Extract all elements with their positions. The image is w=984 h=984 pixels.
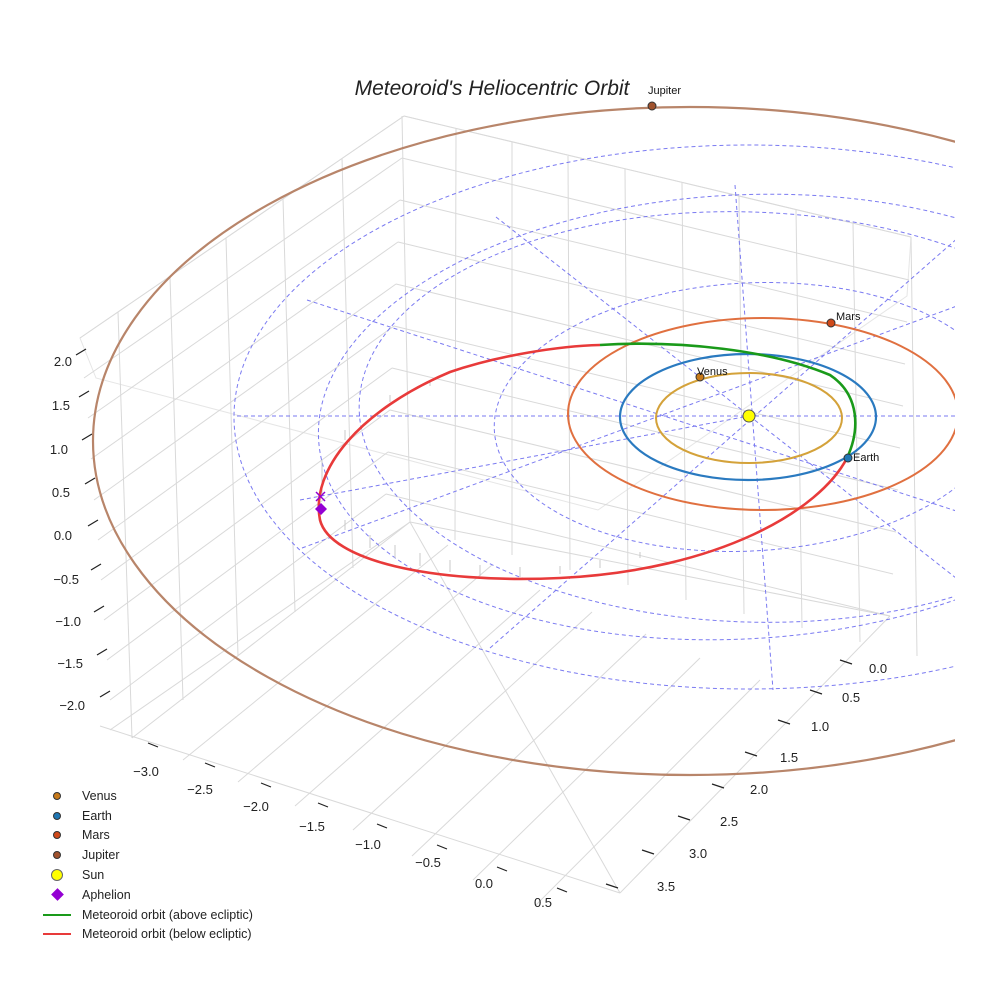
mars-label: Mars bbox=[836, 311, 861, 323]
x-axis-ticks bbox=[147, 742, 568, 893]
venus-orbit bbox=[655, 372, 843, 464]
y-axis-ticks bbox=[605, 659, 853, 889]
y-tick-label: 3.0 bbox=[689, 846, 707, 861]
legend-label: Mars bbox=[82, 828, 110, 843]
legend-item: Aphelion bbox=[42, 885, 253, 905]
x-tick-label: −3.0 bbox=[133, 764, 159, 779]
legend-key-dot bbox=[42, 811, 72, 820]
earth-orbit bbox=[618, 352, 878, 482]
legend-label: Meteoroid orbit (below ecliptic) bbox=[82, 927, 252, 942]
ecliptic-ring bbox=[358, 211, 955, 623]
z-tick-label: 1.5 bbox=[52, 398, 70, 413]
legend-key-dot bbox=[42, 831, 72, 840]
y-tick-label: 0.5 bbox=[842, 690, 860, 705]
legend-swatch bbox=[53, 851, 61, 860]
legend-key-line bbox=[42, 913, 72, 916]
z-tick-labels: 2.0 1.5 1.0 0.5 0.0 −0.5 −1.0 −1.5 −2.0 bbox=[50, 354, 85, 713]
y-tick-label: 2.5 bbox=[720, 814, 738, 829]
meteoroid-orbit-above bbox=[599, 342, 857, 459]
earth-label: Earth bbox=[853, 452, 879, 464]
y-tick-label: 2.0 bbox=[750, 782, 768, 797]
ecliptic-grid bbox=[233, 144, 955, 691]
z-tick-label: −1.0 bbox=[55, 614, 81, 629]
legend-item: Meteoroid orbit (below ecliptic) bbox=[42, 925, 253, 945]
mars-marker bbox=[826, 318, 836, 328]
z-tick-label: 2.0 bbox=[54, 354, 72, 369]
legend-label: Venus bbox=[82, 788, 117, 803]
legend-label: Jupiter bbox=[82, 848, 120, 863]
x-tick-label: −2.5 bbox=[187, 782, 213, 797]
venus-label: Venus bbox=[697, 366, 728, 378]
aphelion-cross-icon bbox=[315, 491, 326, 502]
legend-label: Sun bbox=[82, 868, 105, 883]
x-tick-label: −1.5 bbox=[299, 819, 325, 834]
legend-item: Earth bbox=[42, 806, 253, 826]
chart-title: Meteoroid's Heliocentric Orbit bbox=[355, 77, 631, 100]
venus-marker bbox=[695, 372, 705, 382]
back-pane bbox=[79, 115, 912, 511]
legend-label: Aphelion bbox=[82, 887, 131, 902]
y-tick-labels: 0.0 0.5 1.0 1.5 2.0 2.5 3.0 3.5 bbox=[657, 661, 887, 894]
legend-label: Meteoroid orbit (above ecliptic) bbox=[82, 907, 253, 922]
legend-item: Mars bbox=[42, 826, 253, 846]
z-tick-label: 0.0 bbox=[54, 528, 72, 543]
legend-item: Meteoroid orbit (above ecliptic) bbox=[42, 905, 253, 925]
grid-lines bbox=[79, 115, 918, 907]
z-tick-label: −1.5 bbox=[57, 656, 83, 671]
x-tick-label: 0.0 bbox=[475, 876, 493, 891]
legend-key-diamond bbox=[42, 888, 72, 902]
y-tick-label: 1.5 bbox=[780, 750, 798, 765]
x-tick-label: −2.0 bbox=[243, 799, 269, 814]
jupiter-orbit bbox=[92, 106, 955, 776]
legend-key-dot bbox=[42, 791, 72, 800]
orbit-drop-lines bbox=[321, 380, 641, 577]
ecliptic-spoke bbox=[495, 216, 955, 578]
z-tick-label: −2.0 bbox=[59, 698, 85, 713]
y-tick-label: 1.0 bbox=[811, 719, 829, 734]
earth-marker bbox=[843, 453, 853, 463]
legend-swatch bbox=[43, 913, 71, 916]
z-axis-ticks bbox=[75, 348, 111, 698]
legend-key-sun bbox=[42, 869, 72, 882]
legend-swatch bbox=[50, 888, 64, 902]
legend-label: Earth bbox=[82, 808, 112, 823]
sun-marker bbox=[742, 409, 756, 423]
x-tick-label: −1.0 bbox=[355, 837, 381, 852]
ecliptic-spoke bbox=[299, 415, 750, 501]
ecliptic-spoke bbox=[489, 239, 955, 649]
legend-swatch bbox=[53, 811, 61, 820]
y-tick-label: 3.5 bbox=[657, 879, 675, 894]
ecliptic-spoke bbox=[301, 306, 955, 549]
legend-item: Jupiter bbox=[42, 845, 253, 865]
z-tick-label: 1.0 bbox=[50, 442, 68, 457]
ecliptic-spoke bbox=[734, 184, 774, 691]
x-tick-label: −0.5 bbox=[415, 855, 441, 870]
z-tick-label: 0.5 bbox=[52, 485, 70, 500]
legend-item: Venus bbox=[42, 786, 253, 806]
jupiter-marker bbox=[647, 101, 657, 111]
jupiter-label: Jupiter bbox=[648, 85, 681, 97]
legend: Venus Earth Mars Jupiter Sun Aphelion Meteoroi… bbox=[42, 786, 253, 944]
legend-item: Sun bbox=[42, 865, 253, 885]
z-tick-label: −0.5 bbox=[53, 572, 79, 587]
x-tick-labels: −3.0 −2.5 −2.0 −1.5 −1.0 −0.5 0.0 0.5 bbox=[133, 764, 552, 910]
mars-orbit bbox=[567, 317, 955, 511]
legend-swatch bbox=[51, 869, 63, 882]
legend-key-line bbox=[42, 933, 72, 936]
legend-swatch bbox=[53, 831, 61, 840]
ecliptic-ring bbox=[233, 144, 955, 690]
y-tick-label: 0.0 bbox=[869, 661, 887, 676]
aphelion-marker bbox=[315, 503, 327, 515]
legend-key-dot bbox=[42, 851, 72, 860]
meteoroid-orbit-below bbox=[317, 343, 849, 581]
legend-swatch bbox=[53, 791, 61, 800]
x-tick-label: 0.5 bbox=[534, 895, 552, 910]
legend-swatch bbox=[43, 933, 71, 936]
